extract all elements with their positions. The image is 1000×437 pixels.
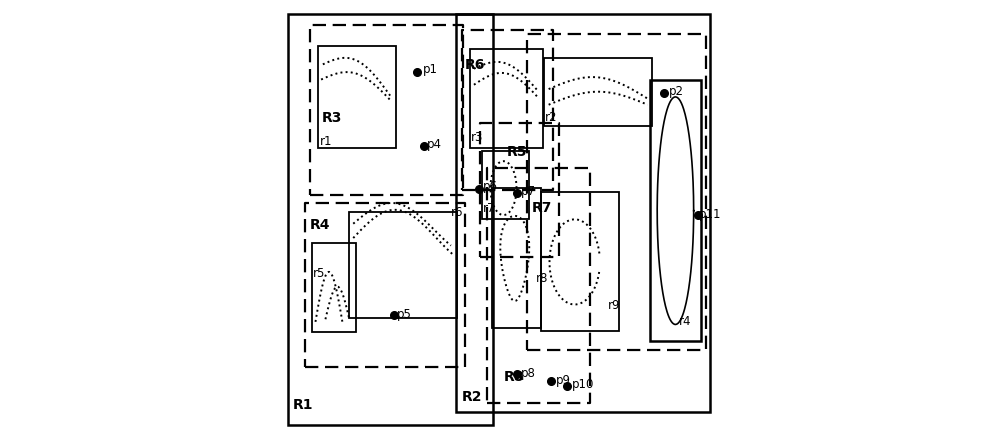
Text: r7: r7 xyxy=(483,202,496,215)
Bar xyxy=(312,243,356,332)
Text: r3: r3 xyxy=(471,131,484,144)
Text: r2: r2 xyxy=(545,111,557,124)
Text: p10: p10 xyxy=(572,378,594,391)
Text: p4: p4 xyxy=(427,138,442,151)
Bar xyxy=(288,14,493,425)
Text: p9: p9 xyxy=(556,374,571,387)
Text: p5: p5 xyxy=(397,308,412,321)
Text: R7: R7 xyxy=(531,201,552,215)
Text: p7: p7 xyxy=(521,185,536,198)
Text: R1: R1 xyxy=(292,398,313,412)
Text: R3: R3 xyxy=(322,111,342,125)
Text: R2: R2 xyxy=(462,390,483,404)
Bar xyxy=(650,80,701,341)
Bar xyxy=(482,151,529,219)
Text: p6: p6 xyxy=(483,180,498,193)
Bar xyxy=(492,188,541,328)
Text: r5: r5 xyxy=(313,267,326,280)
Text: R4: R4 xyxy=(310,218,331,232)
Text: p2: p2 xyxy=(668,85,683,98)
Text: p1: p1 xyxy=(423,63,438,76)
Text: r9: r9 xyxy=(608,299,620,312)
Text: r6: r6 xyxy=(451,206,464,219)
Text: r4: r4 xyxy=(679,315,691,328)
Text: r1: r1 xyxy=(320,135,332,148)
Bar xyxy=(318,46,396,148)
Bar xyxy=(456,14,710,412)
Bar xyxy=(470,49,543,148)
Text: R5: R5 xyxy=(507,145,527,159)
Text: p8: p8 xyxy=(521,367,536,380)
Text: R8: R8 xyxy=(503,371,524,385)
Bar xyxy=(541,192,619,330)
Bar xyxy=(349,212,457,318)
Text: R6: R6 xyxy=(464,58,485,72)
Text: p11: p11 xyxy=(699,208,721,221)
Text: r8: r8 xyxy=(536,271,548,284)
Bar xyxy=(544,58,652,126)
